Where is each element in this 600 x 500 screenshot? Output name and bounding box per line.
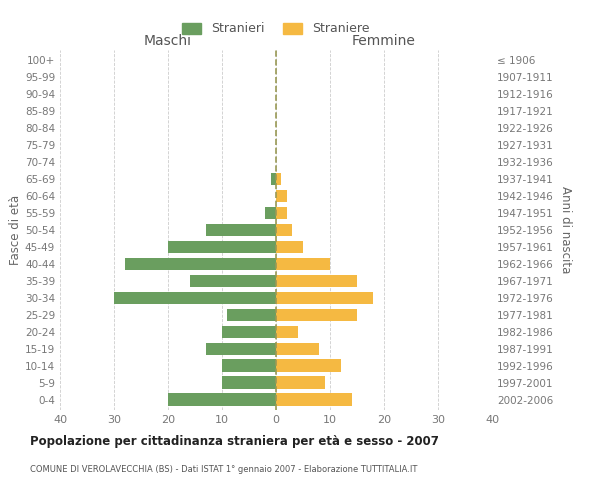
Bar [206,224,276,236]
Bar [276,394,352,406]
Bar [276,258,330,270]
Bar [276,326,298,338]
Bar [114,292,276,304]
Bar [276,292,373,304]
Bar [276,172,281,186]
Text: Femmine: Femmine [352,34,416,48]
Text: Maschi: Maschi [144,34,192,48]
Text: COMUNE DI VEROLAVECCHIA (BS) - Dati ISTAT 1° gennaio 2007 - Elaborazione TUTTITA: COMUNE DI VEROLAVECCHIA (BS) - Dati ISTA… [30,465,418,474]
Text: Popolazione per cittadinanza straniera per età e sesso - 2007: Popolazione per cittadinanza straniera p… [30,435,439,448]
Bar [222,360,276,372]
Legend: Stranieri, Straniere: Stranieri, Straniere [176,16,376,42]
Bar [276,274,357,287]
Bar [222,376,276,389]
Y-axis label: Anni di nascita: Anni di nascita [559,186,572,274]
Bar [168,394,276,406]
Bar [168,240,276,254]
Bar [276,206,287,220]
Bar [276,308,357,322]
Bar [276,376,325,389]
Bar [276,224,292,236]
Bar [276,360,341,372]
Bar [125,258,276,270]
Bar [276,240,303,254]
Bar [190,274,276,287]
Bar [271,172,276,186]
Bar [206,342,276,355]
Bar [276,342,319,355]
Bar [265,206,276,220]
Bar [227,308,276,322]
Bar [222,326,276,338]
Y-axis label: Fasce di età: Fasce di età [9,195,22,265]
Bar [276,190,287,202]
